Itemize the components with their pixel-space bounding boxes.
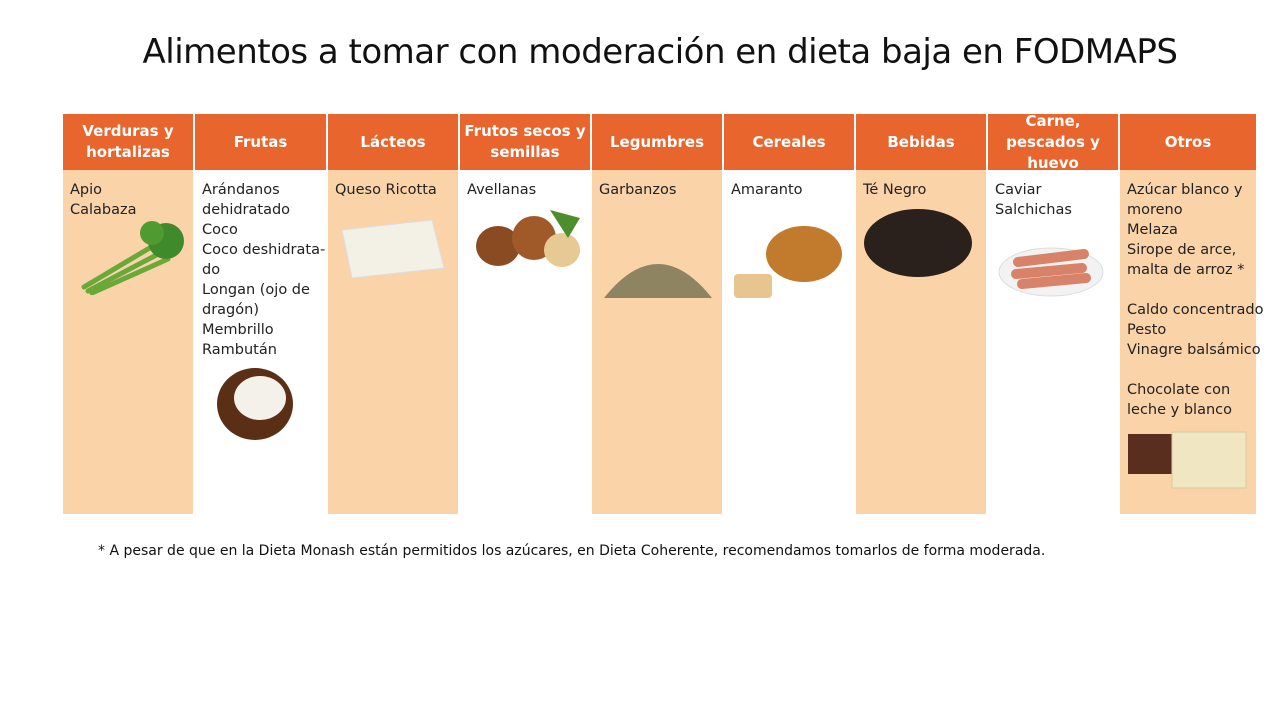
item: Longan (ojo de (202, 282, 310, 298)
item: Rambután (202, 342, 277, 358)
column-body: Apio Calabaza (63, 170, 193, 220)
item: Apio (70, 182, 103, 198)
coconut-image (217, 368, 293, 440)
column-header: Legumbres (592, 114, 722, 170)
chocolate-image (1128, 431, 1247, 489)
item: Calabaza (70, 202, 137, 218)
column-body: Avellanas (460, 170, 590, 200)
chickpeas-image (604, 264, 712, 298)
item: Caviar (995, 182, 1042, 198)
column-header: Verduras y hortalizas (63, 114, 193, 170)
celery-image (81, 221, 184, 295)
column-header: Lácteos (328, 114, 458, 170)
item: Arándanos (202, 182, 280, 198)
item: Vinagre balsámico (1127, 342, 1261, 358)
column: Carne, pescados y huevo Caviar Salchichas (988, 112, 1118, 514)
item: dehidratado (202, 202, 291, 218)
item: Membrillo (202, 322, 274, 338)
item-group: Garbanzos (599, 180, 716, 200)
column: Verduras y hortalizas Apio Calabaza (63, 114, 193, 514)
hazelnut-image (476, 210, 580, 267)
column-header: Frutos secos y semillas (460, 114, 590, 170)
column-header: Bebidas (856, 114, 986, 170)
sausages-image (998, 247, 1104, 297)
title: Alimentos a tomar con moderación en diet… (142, 32, 1178, 72)
item: Garbanzos (599, 182, 677, 198)
item: Caldo concentrado (1127, 302, 1264, 318)
item: Té Negro (863, 182, 927, 198)
item: Coco deshidrata- (202, 242, 326, 258)
item: Queso Ricotta (335, 182, 437, 198)
column-body: Té Negro (856, 170, 986, 200)
item-group: Caldo concentrado Pesto Vinagre balsámico (1127, 300, 1264, 360)
item-group: Chocolate con leche y blanco (1127, 380, 1250, 420)
item: Pesto (1127, 322, 1167, 338)
column-body: Azúcar blanco y moreno Melaza Sirope de arc… (1120, 170, 1264, 420)
column-header: Cereales (724, 114, 854, 170)
ricotta-image (341, 219, 445, 279)
footnote: * A pesar de que en la Dieta Monash está… (98, 543, 1046, 559)
column: Frutas Arándanos dehidratado Coco Coco deshi… (195, 114, 326, 514)
item-group: Avellanas (467, 180, 584, 200)
item-group: Arándanos dehidratado Coco Coco deshidrata-… (202, 180, 326, 360)
item-group: Azúcar blanco y moreno Melaza Sirope de arc… (1127, 180, 1250, 280)
column: Cereales Amaranto (724, 114, 854, 514)
item: Sirope de arce, (1127, 242, 1237, 258)
item: Chocolate con (1127, 382, 1231, 398)
item: Azúcar blanco y (1127, 182, 1243, 198)
column: Bebidas Té Negro (856, 114, 986, 514)
item: leche y blanco (1127, 402, 1232, 418)
column-body: Queso Ricotta (328, 170, 458, 200)
bread-image (734, 226, 842, 298)
item: Melaza (1127, 222, 1178, 238)
item: Amaranto (731, 182, 803, 198)
column-body: Caviar Salchichas (988, 170, 1118, 220)
tea-image (864, 209, 972, 277)
item: Coco (202, 222, 238, 238)
item: do (202, 262, 221, 278)
item-group: Amaranto (731, 180, 848, 200)
column-body: Amaranto (724, 170, 854, 200)
column-body: Arándanos dehidratado Coco Coco deshidrata-… (195, 170, 326, 360)
column-header: Carne, pescados y huevo (988, 112, 1118, 172)
item: dragón) (202, 302, 259, 318)
column: Lácteos Queso Ricotta (328, 114, 458, 514)
column-header: Frutas (195, 114, 326, 170)
column: Legumbres Garbanzos (592, 114, 722, 514)
column-header: Otros (1120, 114, 1256, 170)
column: Frutos secos y semillas Avellanas (460, 114, 590, 514)
item-group: Apio Calabaza (70, 180, 187, 220)
item: Salchichas (995, 202, 1072, 218)
item-group: Caviar Salchichas (995, 180, 1112, 220)
item-group: Té Negro (863, 180, 980, 200)
item: moreno (1127, 202, 1183, 218)
item: Avellanas (467, 182, 537, 198)
column-body: Garbanzos (592, 170, 722, 200)
item-group: Queso Ricotta (335, 180, 452, 200)
item: malta de arroz * (1127, 262, 1245, 278)
